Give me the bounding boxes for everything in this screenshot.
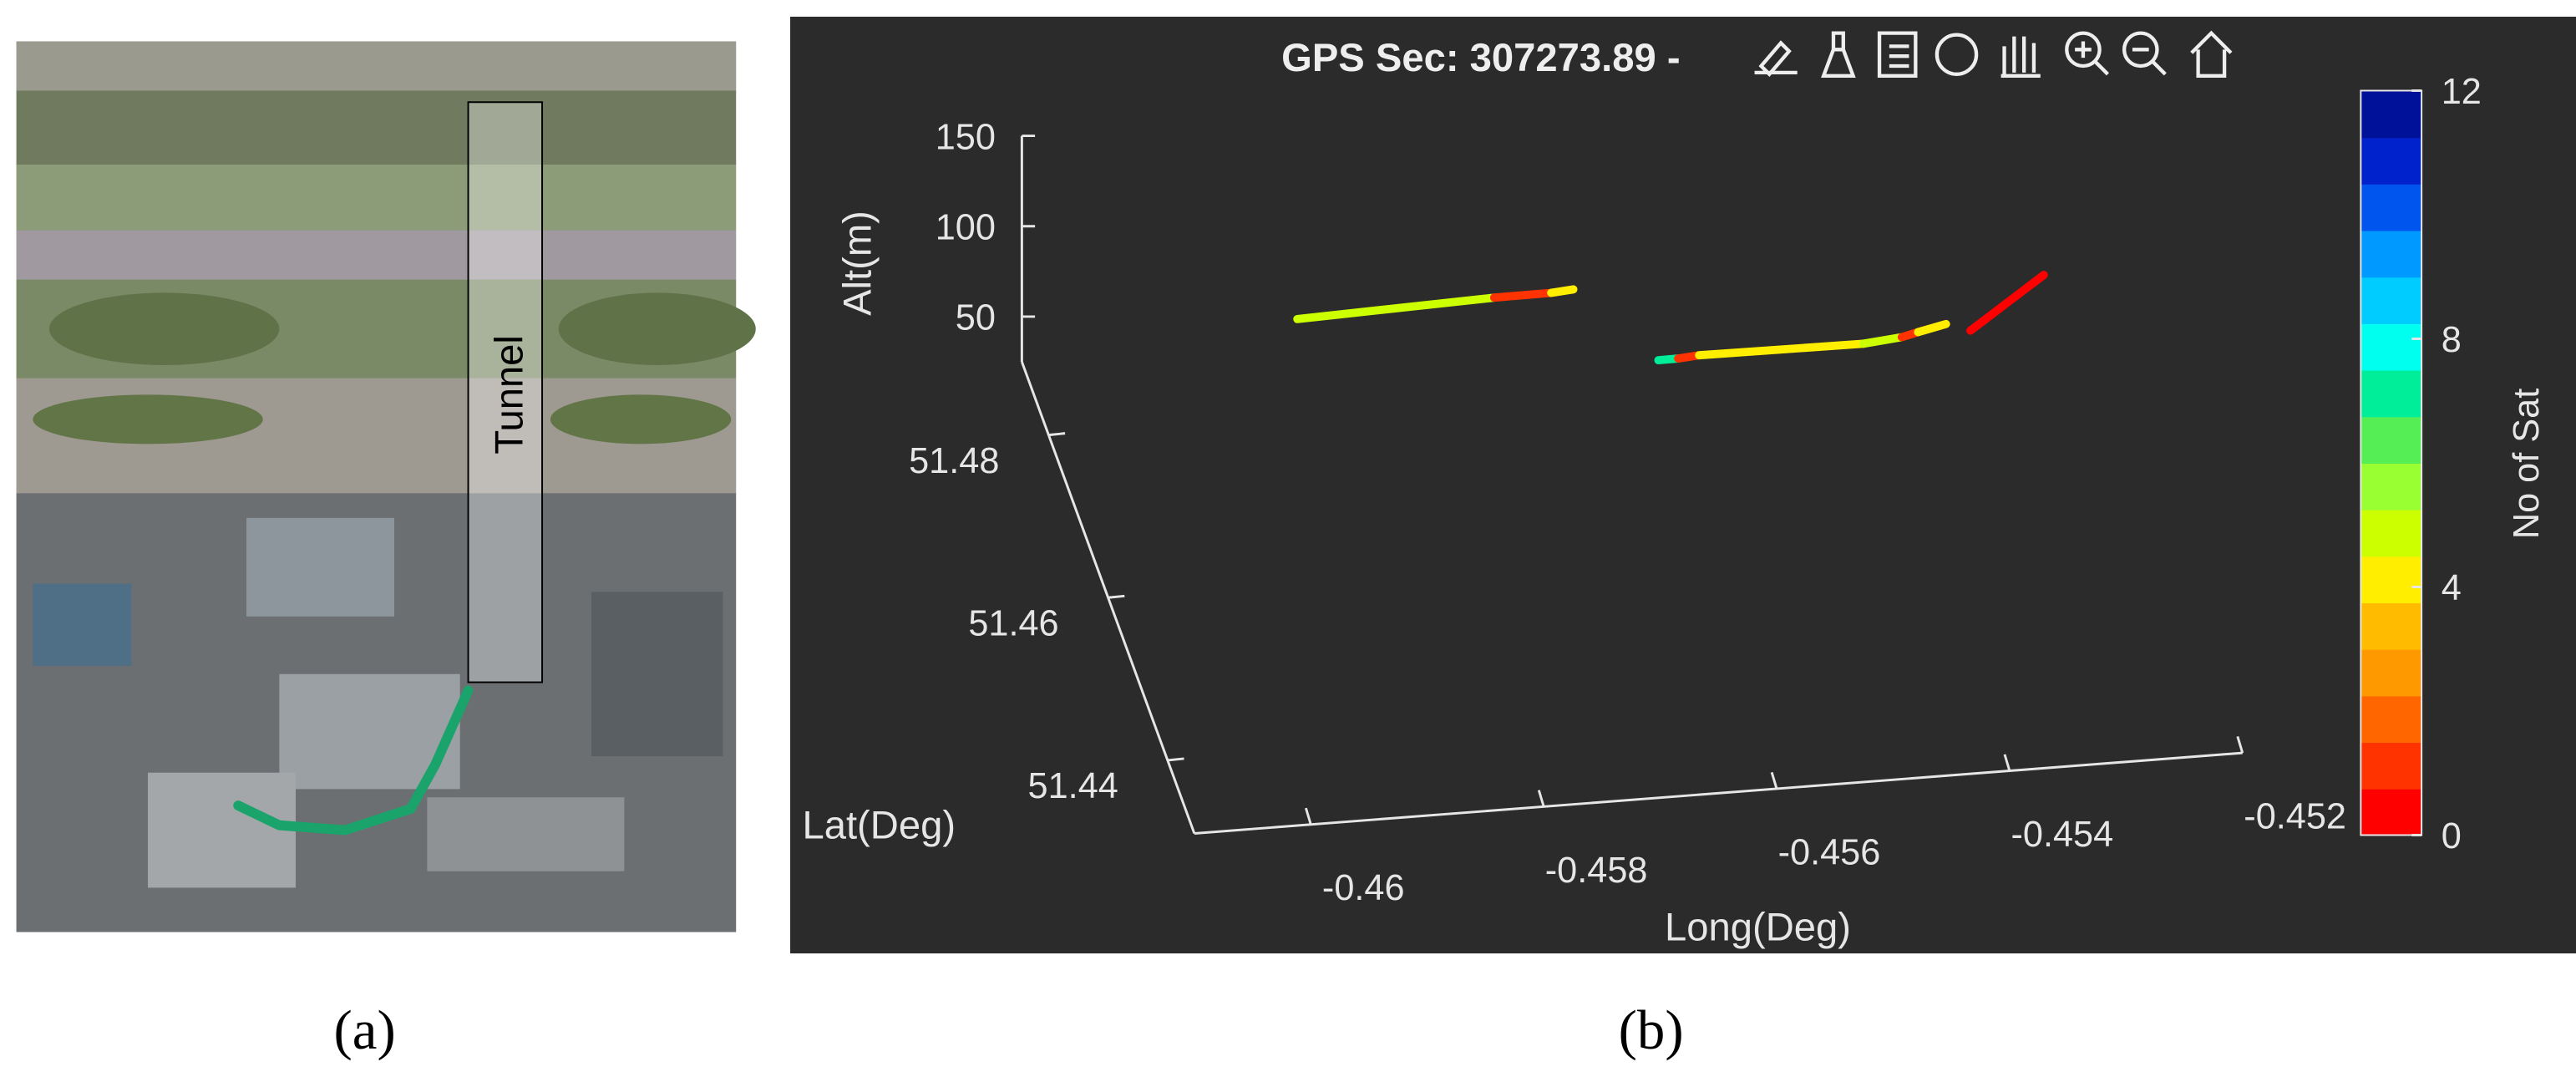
- x-tick: [1770, 771, 1778, 790]
- runway: [16, 230, 737, 280]
- colorbar-band: [2360, 277, 2422, 324]
- x-tick: [2003, 754, 2011, 771]
- track-segment: [1914, 319, 1950, 337]
- x-tick-label: -0.458: [1545, 851, 1648, 891]
- colorbar-band: [2360, 183, 2422, 231]
- colorbar-band: [2360, 90, 2422, 139]
- colorbar-tick-label: 8: [2442, 320, 2462, 360]
- building: [591, 592, 723, 757]
- z-axis-label: Alt(m): [835, 211, 880, 316]
- toolbar-icon[interactable]: [1821, 31, 1856, 78]
- map-area: [33, 394, 263, 445]
- y-axis-label: Lat(Deg): [802, 803, 956, 847]
- colorbar-tick-label: 0: [2442, 816, 2462, 856]
- x-axis-label: Long(Deg): [1665, 905, 1851, 949]
- colorbar-label: No of Sat: [2507, 389, 2547, 539]
- y-tick: [1108, 594, 1125, 599]
- track-segment: [1695, 339, 1868, 360]
- map-area: [49, 292, 280, 365]
- toolbar-icon[interactable]: [2122, 31, 2159, 69]
- colorbar-band: [2360, 462, 2422, 511]
- colorbar-band: [2360, 509, 2422, 557]
- y-tick-label: 51.48: [909, 441, 999, 481]
- y-tick-label: 51.44: [1028, 766, 1118, 806]
- colorbar-band: [2360, 742, 2422, 790]
- map-area: [16, 164, 737, 231]
- x-tick-label: -0.456: [1778, 832, 1881, 872]
- track-segment: [1858, 333, 1906, 348]
- map-area: [16, 90, 737, 165]
- building: [246, 517, 395, 617]
- plot-background: [790, 16, 2576, 954]
- map-area: [550, 394, 732, 445]
- colorbar-band: [2360, 556, 2422, 604]
- colorbar-band: [2360, 788, 2422, 836]
- map-area: [16, 41, 737, 91]
- track-segment: [1489, 288, 1556, 302]
- track-segment: [1293, 293, 1498, 323]
- z-tick-label: 150: [936, 117, 996, 157]
- x-tick-label: -0.452: [2244, 797, 2346, 837]
- satellite-map: Tunnel: [16, 41, 756, 932]
- x-axis: [1194, 751, 2243, 835]
- gps-track: [233, 685, 474, 836]
- colorbar-band: [2360, 602, 2422, 650]
- x-tick-label: -0.46: [1322, 868, 1405, 908]
- building: [33, 583, 132, 666]
- toolbar-icon[interactable]: [2190, 30, 2233, 78]
- toolbar-icon[interactable]: [2000, 36, 2041, 78]
- tunnel-box: [467, 101, 544, 683]
- building: [427, 797, 625, 871]
- x-tick: [2236, 736, 2244, 754]
- toolbar[interactable]: [1754, 30, 2233, 78]
- colorbar-band: [2360, 137, 2422, 185]
- panel-label: (b): [1619, 999, 1684, 1061]
- colorbar-frame: [2360, 89, 2423, 836]
- map-area: [558, 292, 756, 365]
- z-tick-label: 100: [936, 207, 996, 247]
- colorbar-tick-label: 4: [2442, 568, 2462, 608]
- tunnel-label: Tunnel: [487, 335, 531, 455]
- toolbar-icon[interactable]: [2075, 41, 2109, 76]
- track-segment: [1966, 271, 2048, 335]
- y-tick: [1167, 757, 1184, 762]
- x-tick-label: -0.454: [2011, 815, 2113, 855]
- track-segment: [1547, 285, 1578, 297]
- y-tick-label: 51.46: [968, 603, 1058, 643]
- colorbar-band: [2360, 416, 2422, 464]
- colorbar-band: [2360, 695, 2422, 744]
- colorbar-band: [2360, 323, 2422, 371]
- x-tick: [1537, 790, 1545, 807]
- colorbar-band: [2360, 230, 2422, 278]
- toolbar-icon[interactable]: [1877, 31, 1918, 78]
- x-tick: [1305, 807, 1312, 826]
- toolbar-icon[interactable]: [2132, 48, 2167, 76]
- toolbar-icon[interactable]: [1754, 40, 1798, 78]
- toolbar-icon[interactable]: [1935, 33, 1979, 76]
- colorbar-band: [2360, 369, 2422, 418]
- chart-title: GPS Sec: 307273.89 -: [1281, 36, 1680, 80]
- colorbar-band: [2360, 648, 2422, 697]
- z-tick-label: 50: [956, 298, 996, 338]
- y-tick: [1048, 432, 1066, 437]
- toolbar-icon[interactable]: [2065, 31, 2102, 69]
- panel-label: (a): [334, 999, 396, 1061]
- building: [148, 772, 297, 888]
- colorbar-tick-label: 12: [2442, 72, 2482, 112]
